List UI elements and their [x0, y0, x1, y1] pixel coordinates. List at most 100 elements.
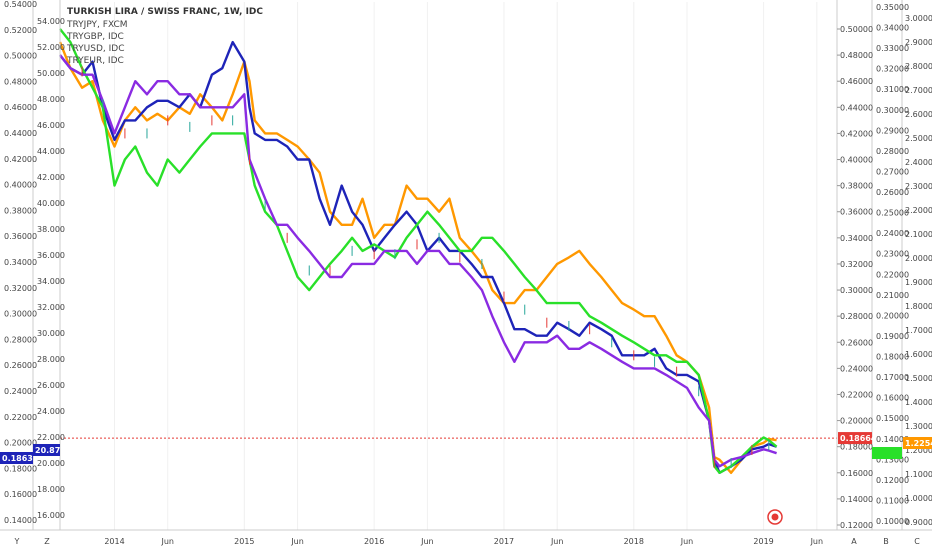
axis-tick-right-outer: 2.3000: [905, 182, 932, 191]
x-tick-label: 2018: [624, 537, 644, 546]
axis-tick-right-outer: 1.1000: [905, 470, 932, 479]
legend-entry[interactable]: TRYEUR, IDC: [66, 56, 124, 66]
axis-tick-left-outer: 0.38000: [4, 206, 37, 215]
tradingview-logo-icon: [767, 509, 783, 525]
axis-tick-right-outer: 2.2000: [905, 206, 932, 215]
axis-tick-right-mid: 0.25000: [876, 209, 909, 218]
axis-tick-left-inner: 52.000: [37, 43, 65, 52]
axis-tick-right-mid: 0.32000: [876, 65, 909, 74]
legend-entry[interactable]: TRYJPY, FXCM: [66, 20, 128, 30]
axis-tick-right-inner: 0.18000: [840, 443, 873, 452]
axis-tick-right-mid: 0.27000: [876, 167, 909, 176]
axis-tick-right-inner: 0.30000: [840, 286, 873, 295]
axis-tick-right-inner: 0.38000: [840, 182, 873, 191]
axis-tick-right-inner: 0.40000: [840, 156, 873, 165]
x-tick-label: Jun: [160, 537, 174, 546]
x-tick-label: Jun: [680, 537, 694, 546]
x-tick-label: 2019: [753, 537, 773, 546]
axis-tick-right-outer: 0.9000: [905, 518, 932, 527]
axis-tick-right-mid: 0.29000: [876, 126, 909, 135]
axis-tick-left-outer: 0.20000: [4, 439, 37, 448]
axis-tick-right-inner: 0.42000: [840, 129, 873, 138]
legend-entry[interactable]: TRYUSD, IDC: [66, 44, 125, 54]
axis-button-z[interactable]: Z: [44, 537, 50, 546]
axis-tick-left-outer: 0.52000: [4, 26, 37, 35]
axis-tick-right-mid: 0.31000: [876, 85, 909, 94]
axis-tick-left-inner: 50.000: [37, 69, 65, 78]
axis-tick-right-outer: 1.4000: [905, 398, 932, 407]
axis-button-c[interactable]: C: [914, 537, 920, 546]
axis-tick-right-mid: 0.14000: [876, 435, 909, 444]
axis-tick-right-mid: 0.28000: [876, 147, 909, 156]
chart-title: TURKISH LIRA / SWISS FRANC, 1W, IDC: [67, 7, 263, 17]
axis-tick-right-outer: 3.0000: [905, 14, 932, 23]
axis-tick-right-outer: 1.2000: [905, 446, 932, 455]
axis-button-a[interactable]: A: [851, 537, 857, 546]
axis-tick-right-inner: 0.34000: [840, 234, 873, 243]
axis-tick-left-outer: 0.30000: [4, 310, 37, 319]
axis-tick-right-outer: 1.0000: [905, 494, 932, 503]
axis-tick-right-mid: 0.11000: [876, 496, 909, 505]
axis-button-y[interactable]: Y: [14, 537, 20, 546]
axis-tick-left-inner: 34.000: [37, 277, 65, 286]
series-line-2: [59, 28, 778, 474]
axis-tick-right-mid: 0.26000: [876, 188, 909, 197]
x-tick-label: Jun: [810, 537, 824, 546]
axis-tick-left-inner: 44.000: [37, 147, 65, 156]
axis-tick-right-inner: 0.28000: [840, 312, 873, 321]
axis-tick-left-outer: 0.32000: [4, 284, 37, 293]
axis-tick-left-outer: 0.48000: [4, 77, 37, 86]
axis-tick-right-outer: 2.0000: [905, 254, 932, 263]
axis-tick-right-inner: 0.48000: [840, 51, 873, 60]
price-label-right-inner: 0.18664: [840, 434, 877, 443]
axis-tick-left-inner: 18.000: [37, 485, 65, 494]
axis-tick-right-outer: 1.5000: [905, 374, 932, 383]
axis-tick-right-mid: 0.23000: [876, 250, 909, 259]
axis-tick-right-outer: 1.7000: [905, 326, 932, 335]
axis-tick-right-mid: 0.24000: [876, 229, 909, 238]
axis-tick-right-mid: 0.22000: [876, 270, 909, 279]
axis-tick-left-outer: 0.34000: [4, 258, 37, 267]
plot-area[interactable]: [58, 28, 778, 474]
axis-tick-right-outer: 2.5000: [905, 134, 932, 143]
axis-tick-right-inner: 0.26000: [840, 338, 873, 347]
axis-tick-left-outer: 0.18000: [4, 464, 37, 473]
axis-tick-right-outer: 1.8000: [905, 302, 932, 311]
axis-tick-left-inner: 28.000: [37, 355, 65, 364]
axis-tick-right-mid: 0.13000: [876, 455, 909, 464]
axis-tick-left-outer: 0.42000: [4, 155, 37, 164]
axis-tick-right-inner: 0.16000: [840, 469, 873, 478]
x-tick-label: 2016: [364, 537, 384, 546]
price-label-left-inner: 20.877: [35, 446, 66, 455]
axis-tick-left-outer: 0.28000: [4, 335, 37, 344]
axis-tick-right-inner: 0.20000: [840, 417, 873, 426]
axis-tick-right-inner: 0.36000: [840, 208, 873, 217]
axis-button-b[interactable]: B: [883, 537, 889, 546]
axis-tick-right-outer: 1.6000: [905, 350, 932, 359]
axis-tick-left-outer: 0.40000: [4, 181, 37, 190]
axis-tick-right-inner: 0.24000: [840, 364, 873, 373]
axis-tick-left-outer: 0.50000: [4, 52, 37, 61]
axis-tick-right-mid: 0.34000: [876, 24, 909, 33]
axis-tick-right-inner: 0.12000: [840, 521, 873, 530]
axis-tick-right-outer: 1.3000: [905, 422, 932, 431]
axis-tick-left-outer: 0.36000: [4, 232, 37, 241]
axis-tick-left-outer: 0.16000: [4, 490, 37, 499]
axis-tick-right-inner: 0.44000: [840, 103, 873, 112]
axis-tick-left-inner: 22.000: [37, 433, 65, 442]
axis-tick-right-mid: 0.18000: [876, 353, 909, 362]
axis-tick-right-mid: 0.15000: [876, 414, 909, 423]
x-tick-label: Jun: [420, 537, 434, 546]
axis-tick-left-inner: 30.000: [37, 329, 65, 338]
axis-tick-right-inner: 0.46000: [840, 77, 873, 86]
x-tick-label: Jun: [550, 537, 564, 546]
series-line-0: [58, 41, 777, 474]
legend-entry[interactable]: TRYGBP, IDC: [66, 32, 124, 42]
axis-tick-left-inner: 20.000: [37, 459, 65, 468]
axis-tick-left-outer: 0.46000: [4, 103, 37, 112]
axis-tick-right-mid: 0.35000: [876, 3, 909, 12]
axis-tick-left-outer: 0.44000: [4, 129, 37, 138]
axis-tick-right-outer: 2.7000: [905, 86, 932, 95]
